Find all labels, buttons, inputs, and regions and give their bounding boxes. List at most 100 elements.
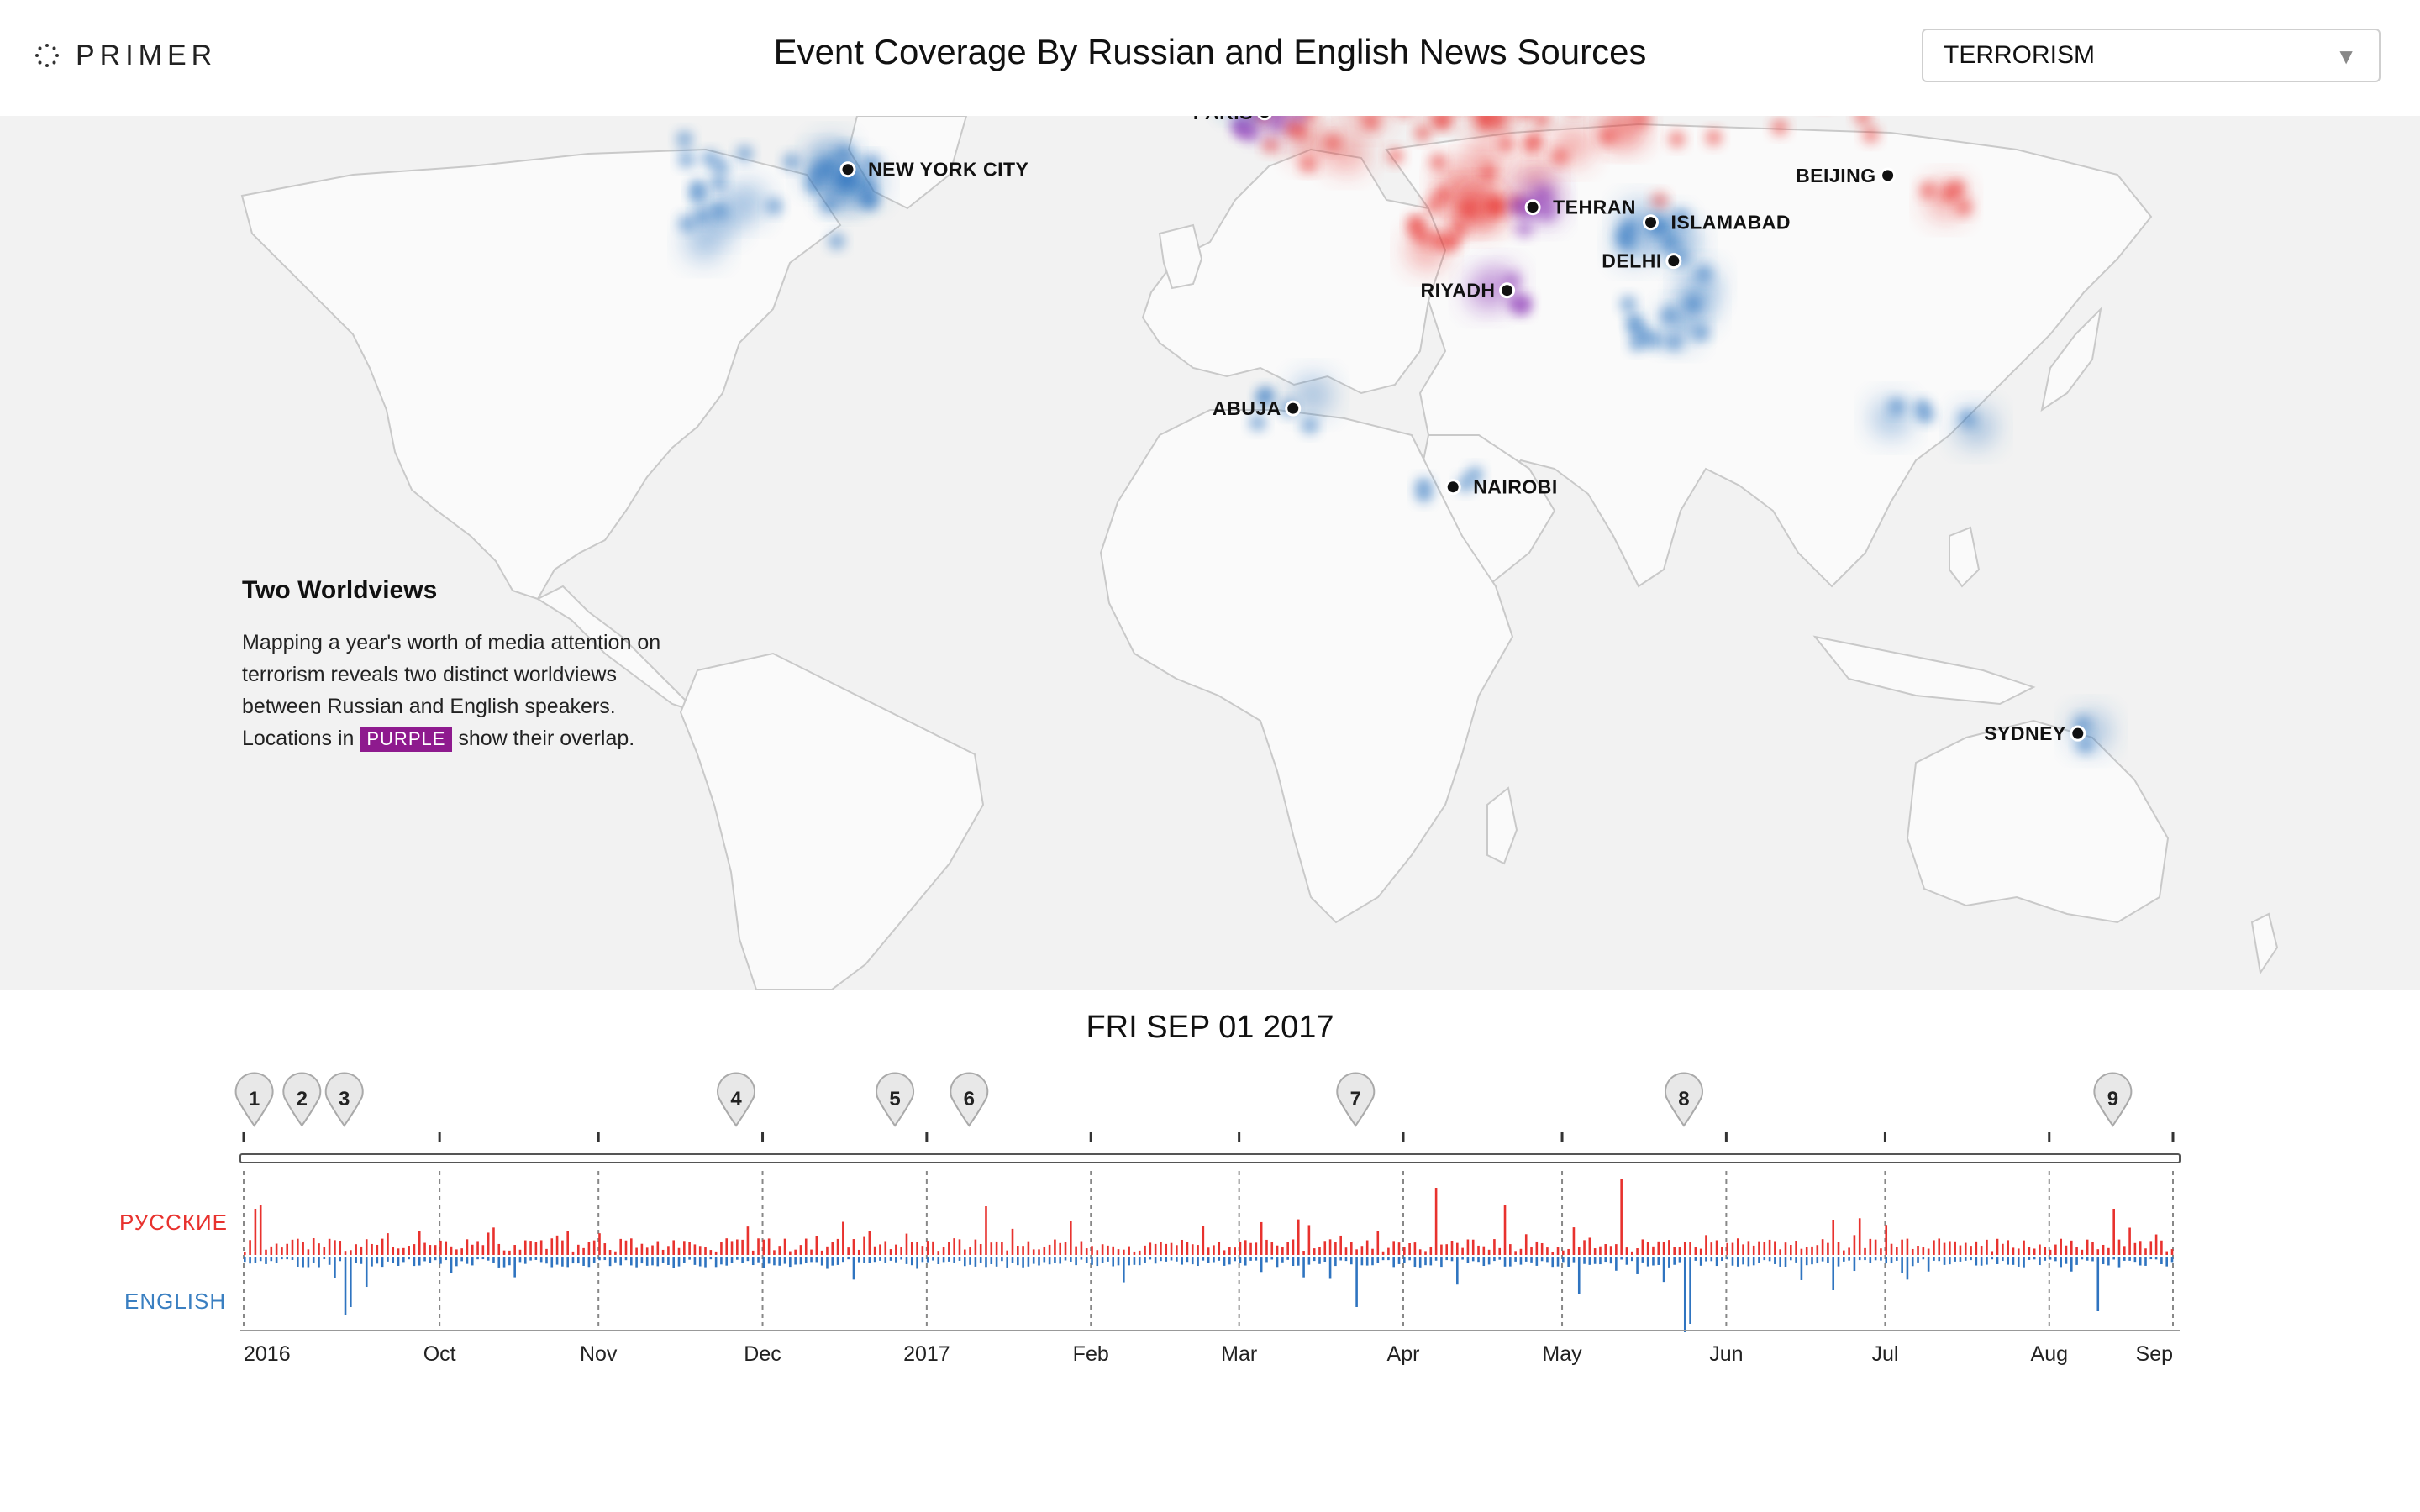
- english-bar: [1546, 1257, 1549, 1263]
- coverage-blob: [859, 176, 876, 194]
- event-marker-pin-icon[interactable]: [717, 1072, 756, 1127]
- topic-select[interactable]: TERRORISM ▼: [1922, 29, 2381, 82]
- event-marker-pin-icon[interactable]: [2093, 1072, 2133, 1127]
- english-bar: [1260, 1257, 1263, 1273]
- city-dot[interactable]: [1880, 167, 1897, 184]
- coverage-blob: [1607, 116, 1645, 147]
- russian-bar: [603, 1243, 607, 1255]
- event-marker-pin-icon[interactable]: [1336, 1072, 1376, 1127]
- coverage-blob: [1705, 129, 1723, 146]
- event-markers: 1 2 3 4 5 6 7 8 9: [234, 1072, 2133, 1127]
- event-marker-pin-icon[interactable]: [1664, 1072, 1703, 1127]
- event-marker[interactable]: 8: [1664, 1072, 1703, 1127]
- event-marker-pin-icon[interactable]: [324, 1072, 364, 1127]
- english-bar: [2144, 1257, 2147, 1266]
- event-marker[interactable]: 7: [1336, 1072, 1376, 1127]
- month-label: Feb: [1073, 1342, 1109, 1366]
- english-bar: [2149, 1257, 2153, 1260]
- english-bar: [2054, 1257, 2057, 1262]
- english-bar: [810, 1257, 813, 1263]
- city-dot[interactable]: [1285, 400, 1302, 417]
- city-marker[interactable]: NAIROBI: [1444, 476, 1558, 498]
- english-bar: [1064, 1257, 1067, 1261]
- russian-bar: [1715, 1240, 1718, 1255]
- english-bar: [513, 1257, 516, 1278]
- event-marker[interactable]: 9: [2093, 1072, 2133, 1127]
- russian-bar: [1620, 1179, 1623, 1255]
- english-bar: [598, 1257, 601, 1261]
- russian-bar: [281, 1247, 283, 1255]
- coverage-blob: [1512, 299, 1530, 317]
- timeline-scrubber-track[interactable]: [239, 1153, 2181, 1163]
- land-masses: [240, 116, 2279, 990]
- city-marker[interactable]: DELHI: [1602, 250, 1682, 272]
- event-marker-pin-icon[interactable]: [876, 1072, 915, 1127]
- english-bar: [1228, 1257, 1231, 1265]
- russian-bar: [677, 1247, 681, 1255]
- russian-bar: [1721, 1247, 1723, 1255]
- russian-bar: [1397, 1242, 1401, 1255]
- event-marker-pin-icon[interactable]: [234, 1072, 274, 1127]
- coverage-blob: [1665, 333, 1682, 351]
- english-bar: [460, 1257, 463, 1262]
- russian-bar: [873, 1246, 876, 1255]
- russian-bar: [630, 1238, 633, 1255]
- event-marker[interactable]: 5: [876, 1072, 915, 1127]
- english-bar: [1107, 1257, 1109, 1262]
- city-dot[interactable]: [1444, 479, 1461, 496]
- russian-bar: [566, 1231, 569, 1255]
- event-marker-number: 2: [297, 1088, 308, 1110]
- english-bar: [365, 1257, 368, 1288]
- russian-bar: [582, 1247, 585, 1255]
- russian-bar: [1625, 1247, 1628, 1255]
- city-dot[interactable]: [1499, 282, 1516, 299]
- city-marker[interactable]: RIYADH: [1420, 280, 1516, 302]
- english-bar: [958, 1257, 961, 1261]
- city-marker[interactable]: NEW YORK CITY: [839, 159, 1028, 181]
- english-bar: [1959, 1257, 1962, 1262]
- city-marker[interactable]: BEIJING: [1796, 165, 1897, 186]
- timeline-chart[interactable]: 1 2 3 4 5 6 7 8 9 2016 Oct Nov Dec 2017 Feb Mar Apr May J…: [0, 1058, 2420, 1394]
- russian-bar: [608, 1250, 612, 1255]
- english-bar: [725, 1257, 729, 1266]
- russian-bar: [1165, 1243, 1168, 1255]
- event-marker-number: 1: [249, 1088, 260, 1110]
- russian-bar: [1683, 1242, 1686, 1255]
- english-bar: [1138, 1257, 1141, 1266]
- city-dot[interactable]: [1665, 253, 1682, 270]
- event-marker[interactable]: 4: [717, 1072, 756, 1127]
- city-dot[interactable]: [1524, 199, 1541, 216]
- event-marker[interactable]: 6: [950, 1072, 989, 1127]
- english-bar: [942, 1257, 945, 1263]
- city-marker[interactable]: PARIS: [1193, 116, 1272, 123]
- city-marker[interactable]: ABUJA: [1213, 397, 1302, 419]
- city-marker[interactable]: SYDNEY: [1984, 722, 2086, 744]
- event-marker[interactable]: 3: [324, 1072, 364, 1127]
- coverage-blob: [1457, 475, 1475, 493]
- city-marker[interactable]: TEHRAN: [1524, 197, 1636, 218]
- russian-bar: [418, 1231, 421, 1255]
- world-map[interactable]: SAINT PETERSBURGMOSCOWASTANALONDONPARISN…: [0, 116, 2420, 990]
- city-dot[interactable]: [2070, 725, 2086, 742]
- coverage-blob: [1949, 180, 1966, 197]
- event-marker-pin-icon[interactable]: [282, 1072, 322, 1127]
- event-marker[interactable]: 1: [234, 1072, 274, 1127]
- primer-logo[interactable]: PRIMER: [34, 34, 217, 77]
- english-bar: [1742, 1257, 1744, 1265]
- city-marker[interactable]: ISLAMABAD: [1643, 212, 1791, 234]
- world-map-canvas[interactable]: SAINT PETERSBURGMOSCOWASTANALONDONPARISN…: [0, 116, 2420, 990]
- event-marker-pin-icon[interactable]: [950, 1072, 989, 1127]
- russian-bar: [1170, 1242, 1173, 1255]
- russian-bar: [1197, 1245, 1199, 1255]
- russian-bar: [2149, 1241, 2153, 1255]
- russian-bar: [297, 1238, 299, 1255]
- english-bar: [1223, 1257, 1226, 1266]
- event-marker[interactable]: 2: [282, 1072, 322, 1127]
- city-dot[interactable]: [839, 161, 856, 178]
- russian-bar: [1599, 1246, 1602, 1255]
- city-dot[interactable]: [1643, 214, 1659, 231]
- english-bar: [1429, 1257, 1433, 1266]
- city-dot[interactable]: [1257, 116, 1272, 121]
- russian-bar: [1418, 1249, 1422, 1255]
- info-text-before: Mapping a year's worth of media attentio…: [242, 631, 661, 750]
